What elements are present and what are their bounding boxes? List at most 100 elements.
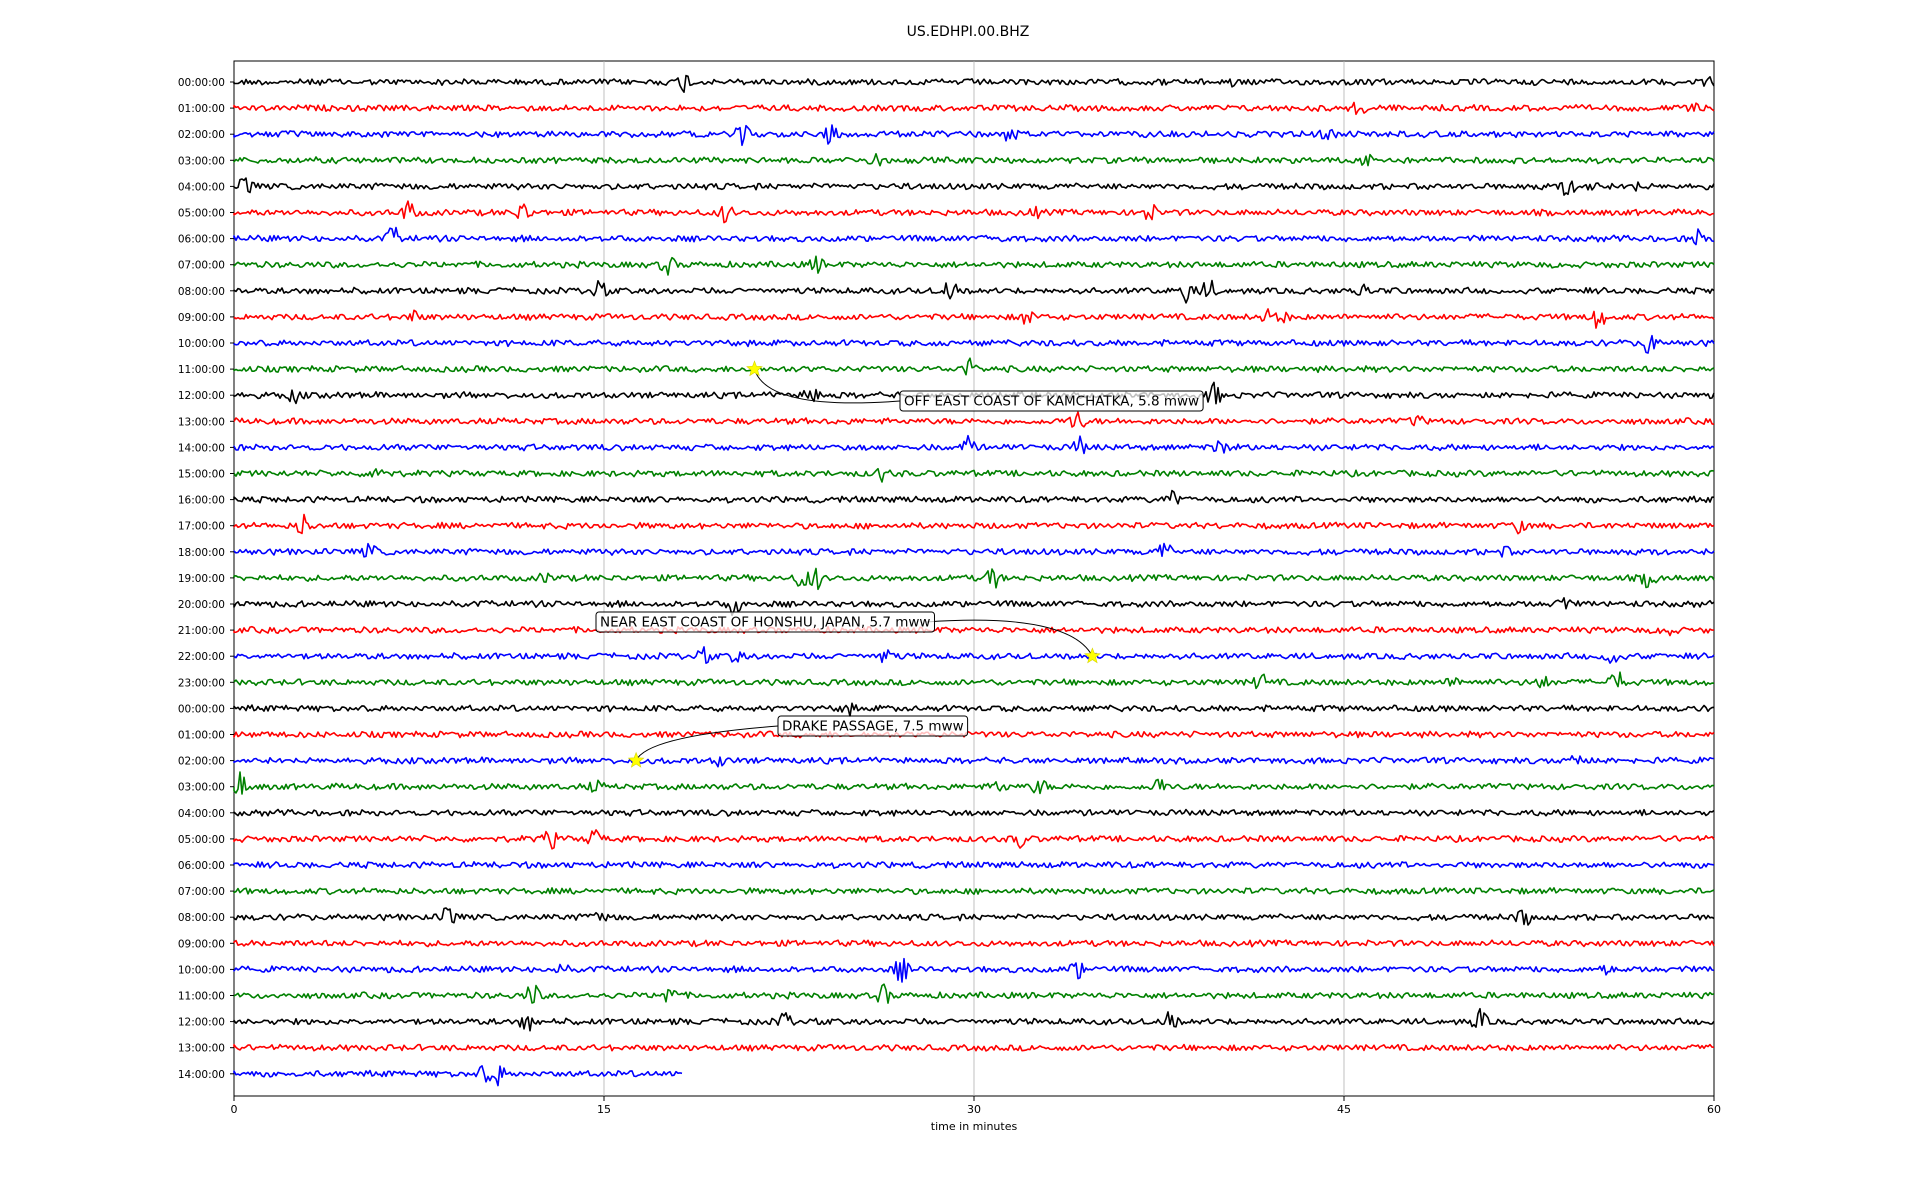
trace-line: [233, 625, 1714, 637]
event-star-marker: [746, 360, 763, 377]
y-tick-labels: 00:00:00 01:00:00 02:00:00 03:00:00 04:00:00…: [178, 77, 234, 1081]
row-label: 07:00:00: [178, 260, 225, 272]
trace-line: [233, 124, 1715, 147]
x-tick-label: 45: [1337, 1103, 1351, 1116]
row-label: 13:00:00: [178, 1043, 225, 1055]
row-label: 14:00:00: [178, 442, 225, 454]
x-tick-label: 0: [231, 1103, 238, 1116]
row-label: 03:00:00: [178, 155, 225, 167]
x-tick-label: 15: [597, 1103, 611, 1116]
trace-line: [233, 702, 1715, 718]
x-tick-label: 60: [1707, 1103, 1721, 1116]
chart-title: US.EDHPI.00.BHZ: [907, 24, 1030, 40]
trace-line: [233, 808, 1715, 817]
event-star-marker: [627, 751, 645, 768]
row-label: 11:00:00: [178, 364, 225, 376]
trace-line: [233, 907, 1715, 926]
trace-line: [233, 200, 1715, 224]
row-label: 02:00:00: [178, 129, 225, 141]
trace-line: [233, 983, 1715, 1004]
trace-line: [233, 1065, 683, 1087]
annotation-connector: [635, 725, 779, 761]
trace-line: [233, 467, 1715, 483]
row-label: 04:00:00: [178, 181, 225, 193]
row-label: 02:00:00: [178, 756, 225, 768]
row-label: 09:00:00: [178, 938, 225, 950]
row-label: 10:00:00: [178, 338, 225, 350]
row-label: 01:00:00: [178, 730, 225, 742]
trace-line: [233, 829, 1715, 850]
trace-line: [233, 411, 1715, 428]
trace-line: [233, 177, 1715, 196]
row-label: 08:00:00: [178, 912, 225, 924]
row-label: 17:00:00: [178, 521, 225, 533]
trace-line: [233, 861, 1715, 870]
trace-line: [233, 1043, 1715, 1052]
row-label: 19:00:00: [178, 573, 225, 585]
row-label: 21:00:00: [178, 625, 225, 637]
row-label: 04:00:00: [178, 808, 225, 820]
trace-line: [233, 542, 1715, 558]
row-label: 15:00:00: [178, 469, 225, 481]
trace-line: [233, 646, 1715, 664]
row-label: 06:00:00: [178, 234, 225, 246]
event-star-marker: [1084, 647, 1101, 664]
trace-line: [233, 1007, 1715, 1032]
annotation-box: [595, 611, 935, 633]
trace-line: [233, 730, 1715, 739]
x-axis-label: time in minutes: [931, 1120, 1018, 1133]
event-label: NEAR EAST COAST OF HONSHU, JAPAN, 5.7 mw…: [600, 615, 930, 631]
row-label: 00:00:00: [178, 77, 225, 89]
annotation-box: [777, 715, 969, 737]
trace-line: [233, 771, 1715, 795]
row-label: 09:00:00: [178, 312, 225, 324]
row-label: 18:00:00: [178, 547, 225, 559]
event-annotations: OFF EAST COAST OF KAMCHATKA, 5.8 mww NEAR…: [595, 360, 1204, 768]
annotation-box: [899, 390, 1204, 412]
trace-line: [233, 334, 1715, 354]
trace-line: [233, 74, 1715, 93]
trace-line: [233, 957, 1715, 983]
annotation-connector: [753, 368, 901, 404]
row-label: 01:00:00: [178, 103, 225, 115]
x-tick-label: 30: [967, 1103, 981, 1116]
trace-line: [233, 671, 1715, 690]
row-label: 08:00:00: [178, 286, 225, 298]
trace-line: [233, 434, 1715, 455]
trace-line: [233, 308, 1715, 329]
event-label: DRAKE PASSAGE, 7.5 mww: [782, 719, 964, 735]
trace-line: [233, 513, 1715, 535]
x-axis-ticks: 0 15 30 45 60: [231, 1096, 1721, 1116]
trace-series: [233, 74, 1715, 1087]
row-label: 13:00:00: [178, 416, 225, 428]
trace-line: [233, 567, 1715, 591]
row-label: 23:00:00: [178, 677, 225, 689]
row-label: 20:00:00: [178, 599, 225, 611]
trace-line: [233, 755, 1714, 768]
row-label: 12:00:00: [178, 1017, 225, 1029]
row-label: 11:00:00: [178, 991, 225, 1003]
row-label: 22:00:00: [178, 651, 225, 663]
trace-line: [233, 153, 1715, 167]
row-label: 12:00:00: [178, 390, 225, 402]
event-label: OFF EAST COAST OF KAMCHATKA, 5.8 mww: [904, 394, 1199, 410]
trace-line: [233, 279, 1715, 304]
row-label: 05:00:00: [178, 208, 225, 220]
trace-line: [233, 226, 1715, 246]
row-label: 14:00:00: [178, 1069, 225, 1081]
row-label: 16:00:00: [178, 495, 225, 507]
trace-line: [233, 101, 1715, 116]
trace-line: [233, 255, 1715, 276]
trace-line: [233, 489, 1714, 505]
trace-line: [233, 887, 1715, 896]
trace-line: [233, 597, 1715, 617]
row-label: 05:00:00: [178, 834, 225, 846]
row-label: 00:00:00: [178, 703, 225, 715]
row-label: 06:00:00: [178, 860, 225, 872]
annotation-connector: [925, 619, 1093, 657]
trace-line: [233, 939, 1715, 948]
row-label: 10:00:00: [178, 964, 225, 976]
row-label: 07:00:00: [178, 886, 225, 898]
